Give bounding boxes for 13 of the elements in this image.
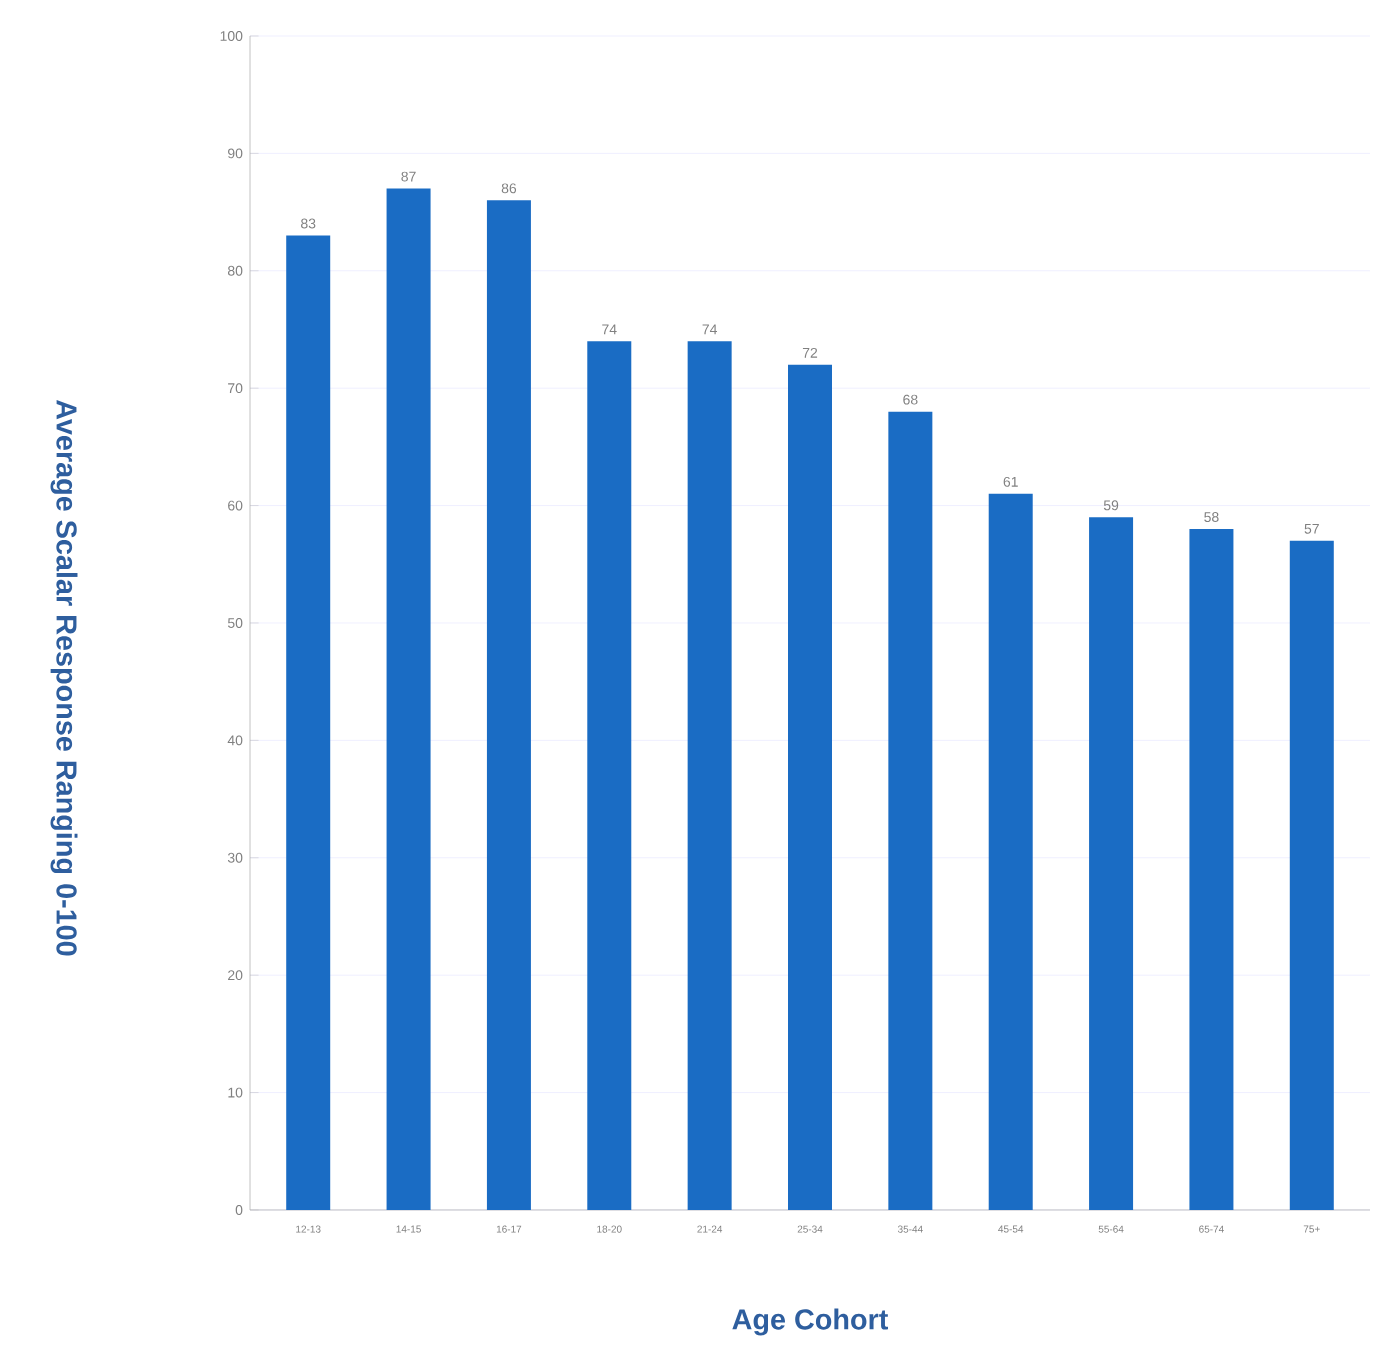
x-axis-title: Age Cohort bbox=[732, 1308, 888, 1336]
bar bbox=[386, 188, 431, 1210]
bar bbox=[788, 364, 832, 1210]
bar bbox=[687, 341, 732, 1210]
bar bbox=[486, 200, 531, 1210]
bar bbox=[988, 493, 1033, 1210]
bar bbox=[888, 411, 933, 1210]
bar bbox=[1289, 540, 1334, 1210]
bar bbox=[1089, 517, 1134, 1210]
bar bbox=[286, 235, 331, 1210]
bar bbox=[587, 341, 632, 1210]
y-axis-title: Average Scalar Response Ranging 0-100 bbox=[50, 399, 78, 956]
bar bbox=[1189, 529, 1234, 1210]
